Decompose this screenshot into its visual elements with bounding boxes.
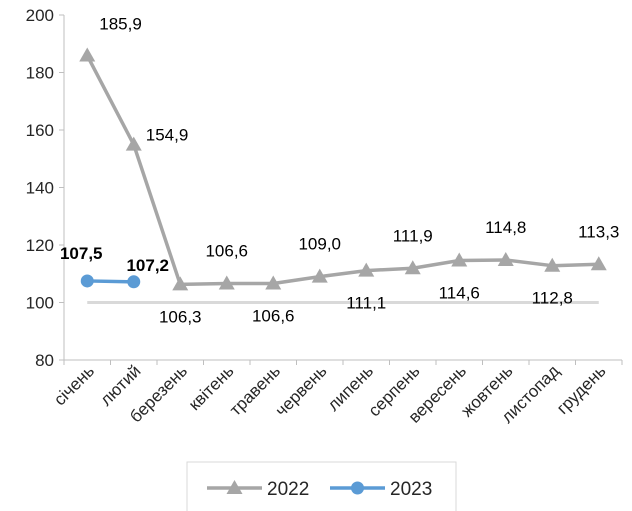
data-point-2022-11	[544, 257, 561, 272]
data-point-2022-9	[451, 252, 468, 267]
series-line-2022	[85, 54, 599, 287]
data-point-2023-1	[80, 274, 94, 288]
data-point-2022-8	[404, 260, 421, 275]
data-point-2022-5	[265, 275, 282, 290]
data-label-2022-1: 185,9	[99, 15, 142, 34]
data-point-2022-3	[172, 276, 189, 291]
series-2022	[79, 47, 607, 291]
y-tick-label: 120	[26, 236, 54, 255]
data-label-2022-8: 111,9	[393, 226, 433, 245]
y-tick-label: 200	[26, 6, 54, 25]
data-label-2022-5: 106,6	[252, 307, 295, 326]
legend: 2022 2023	[186, 461, 457, 511]
legend-label-2023: 2023	[390, 479, 432, 500]
data-point-2022-1	[79, 47, 96, 62]
y-tick-label: 100	[26, 294, 54, 313]
data-label-2022-9: 114,6	[439, 284, 480, 303]
x-tick-label: червень	[272, 361, 331, 420]
series-line-2023	[87, 279, 134, 284]
legend-marker-2023	[351, 481, 364, 495]
data-point-2022-10	[497, 251, 514, 266]
data-label-2022-7: 111,1	[346, 294, 386, 313]
legend-label-2022: 2022	[267, 479, 309, 500]
legend-marker-2022	[226, 480, 243, 494]
data-label-2022-4: 106,6	[205, 242, 248, 261]
y-tick-label: 80	[35, 351, 54, 370]
data-label-2022-11: 112,8	[532, 289, 573, 308]
y-tick-label: 160	[26, 121, 54, 140]
series-2023	[80, 274, 141, 289]
data-point-2022-6	[311, 268, 328, 283]
axes: 80100120140160180200січеньлютийберезеньк…	[26, 6, 623, 427]
data-label-2022-10: 114,8	[485, 218, 526, 237]
series-layer	[79, 47, 607, 291]
data-label-2022-2: 154,9	[146, 126, 189, 145]
x-tick-label: грудень	[553, 361, 610, 418]
y-tick-label: 140	[26, 179, 54, 198]
data-point-2022-7	[358, 262, 375, 277]
data-label-2023-2: 107,2	[126, 256, 169, 275]
data-point-2022-2	[125, 136, 142, 151]
data-point-2023-2	[127, 275, 141, 289]
data-labels: 185,9 154,9 106,3 106,6 106,6 109,0 111,1 111,9…	[60, 15, 619, 327]
data-label-2022-12: 113,3	[578, 222, 619, 241]
x-tick-label: січень	[50, 361, 98, 409]
data-point-2022-12	[590, 256, 607, 271]
data-label-2022-3: 106,3	[159, 307, 202, 326]
data-label-2023-1: 107,5	[60, 244, 103, 263]
y-tick-label: 180	[26, 64, 54, 83]
data-label-2022-6: 109,0	[298, 235, 341, 254]
data-point-2022-4	[218, 275, 235, 290]
